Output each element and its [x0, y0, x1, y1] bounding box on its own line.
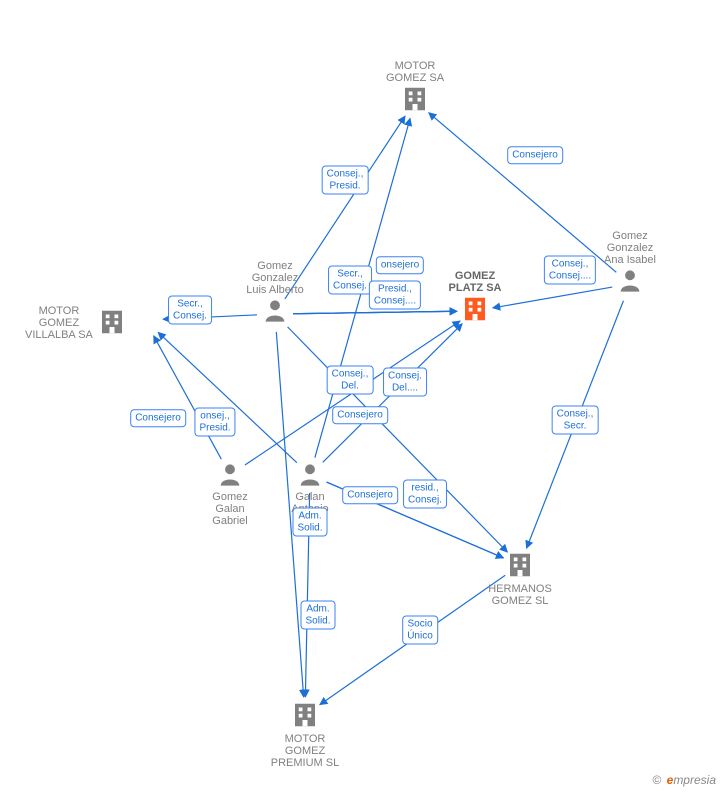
brand-rest: mpresia	[673, 773, 716, 787]
company-icon	[505, 550, 535, 583]
edge-label[interactable]: Consej., Del.	[327, 366, 374, 395]
company-icon	[460, 294, 490, 327]
copyright-symbol: ©	[652, 773, 661, 787]
company-node-motor_gomez_sa[interactable]: MOTORGOMEZ SA	[370, 60, 460, 117]
company-node-motor_gomez_premium[interactable]: MOTORGOMEZPREMIUM SL	[260, 700, 350, 769]
company-node-gomez_platz_sa[interactable]: GOMEZPLATZ SA	[430, 270, 520, 327]
node-label: MOTORGOMEZPREMIUM SL	[260, 733, 350, 769]
company-icon	[400, 84, 430, 117]
company-node-motor_gomez_villalba[interactable]: MOTORGOMEZVILLALBA SA	[25, 305, 175, 341]
edge-label[interactable]: Consej., Consej....	[544, 256, 596, 285]
edge-label[interactable]: Adm. Solid.	[300, 601, 335, 630]
person-icon	[261, 296, 289, 327]
edge-label[interactable]: Consejero	[507, 146, 563, 164]
edge-label[interactable]: Secr., Consej.	[328, 266, 372, 295]
node-label: GomezGonzalezAna Isabel	[585, 230, 675, 266]
company-icon	[97, 307, 127, 340]
edge-label[interactable]: Consej., Secr.	[552, 406, 599, 435]
network-edges	[0, 0, 728, 795]
company-node-hermanos_gomez_sl[interactable]: HERMANOSGOMEZ SL	[475, 550, 565, 607]
edge-label[interactable]: Consej. Del....	[383, 368, 427, 397]
node-label: MOTORGOMEZ SA	[370, 60, 460, 84]
edge-label[interactable]: Consejero	[332, 406, 388, 424]
person-icon	[216, 460, 244, 491]
node-label: GomezGalanGabriel	[185, 491, 275, 527]
edge-label[interactable]: Socio Único	[402, 616, 438, 645]
edge-label[interactable]: Presid., Consej....	[369, 281, 421, 310]
node-label: HERMANOSGOMEZ SL	[475, 583, 565, 607]
person-node-galan_gabriel[interactable]: GomezGalanGabriel	[185, 460, 275, 527]
edge-label[interactable]: onsej., Presid.	[194, 408, 235, 437]
edge-label[interactable]: Adm. Solid.	[292, 508, 327, 537]
edge-label[interactable]: onsejero	[376, 256, 424, 274]
edge-label[interactable]: Consej., Presid.	[322, 166, 369, 195]
company-icon	[290, 700, 320, 733]
edge-label[interactable]: Secr., Consej.	[168, 296, 212, 325]
node-label: MOTORGOMEZVILLALBA SA	[25, 305, 93, 341]
edge-line	[158, 332, 297, 462]
person-icon	[296, 460, 324, 491]
edge-label[interactable]: Consejero	[130, 409, 186, 427]
edge-label[interactable]: Consejero	[342, 486, 398, 504]
edge-line	[154, 336, 222, 459]
edge-label[interactable]: resid., Consej.	[403, 480, 447, 509]
person-node-luis_alberto[interactable]: GomezGonzalezLuis Alberto	[230, 260, 320, 327]
footer-attribution: © empresia	[652, 773, 716, 787]
person-node-ana_isabel[interactable]: GomezGonzalezAna Isabel	[585, 230, 675, 297]
node-label: GOMEZPLATZ SA	[430, 270, 520, 294]
person-icon	[616, 266, 644, 297]
node-label: GomezGonzalezLuis Alberto	[230, 260, 320, 296]
